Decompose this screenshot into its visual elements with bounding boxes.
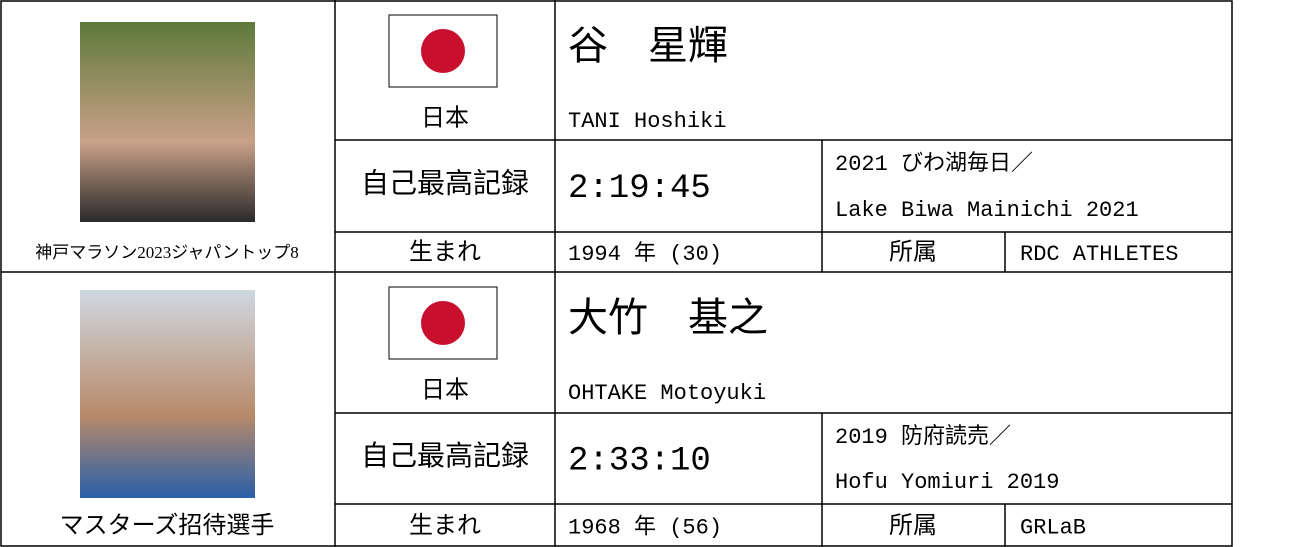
flag-sun — [421, 301, 465, 345]
flag-sun — [421, 29, 465, 73]
country: 日本 — [421, 377, 469, 404]
country: 日本 — [421, 105, 469, 132]
race-jp: 2021 びわ湖毎日／ — [835, 151, 1033, 177]
born-label: 生まれ — [409, 239, 481, 266]
photo-caption: 神戸マラソン2023ジャパントップ8 — [35, 243, 299, 262]
team-label: 所属 — [889, 512, 937, 539]
born: 1994 年 (30) — [568, 241, 722, 267]
name: 谷 星輝 — [568, 23, 728, 68]
record-label: 自己最高記録 — [361, 167, 529, 199]
record-label: 自己最高記録 — [361, 440, 529, 472]
athlete-photo — [80, 22, 255, 222]
born-label: 生まれ — [409, 512, 481, 539]
name: 大竹 基之 — [568, 295, 768, 340]
team: RDC ATHLETES — [1020, 242, 1178, 267]
team-label: 所属 — [889, 239, 937, 266]
record: 2:33:10 — [568, 442, 711, 480]
name-en: OHTAKE Motoyuki — [568, 381, 766, 406]
race-jp: 2019 防府読売／ — [835, 424, 1011, 450]
race-en: Hofu Yomiuri 2019 — [835, 470, 1059, 495]
athlete-photo — [80, 290, 255, 498]
table-frame — [0, 0, 1233, 547]
race-en: Lake Biwa Mainichi 2021 — [835, 198, 1139, 223]
record: 2:19:45 — [568, 170, 711, 208]
team: GRLaB — [1020, 515, 1086, 540]
name-en: TANI Hoshiki — [568, 109, 726, 134]
photo-caption: マスターズ招待選手 — [60, 512, 275, 539]
born: 1968 年 (56) — [568, 514, 722, 540]
